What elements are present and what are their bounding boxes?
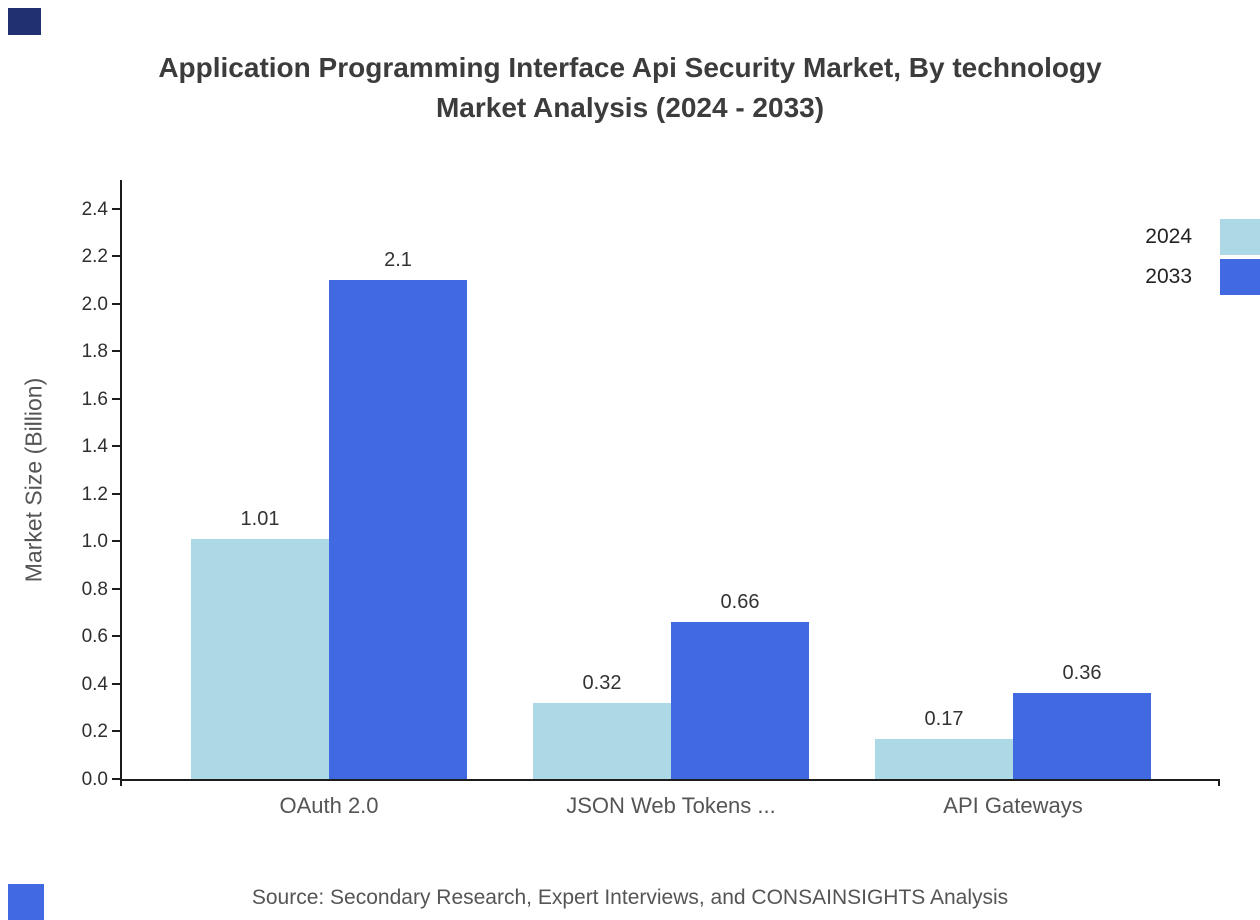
y-tick-mark <box>112 350 120 352</box>
y-tick-mark <box>112 730 120 732</box>
bar-2033: 2.1 <box>329 280 467 779</box>
bar-group: 1.012.1OAuth 2.0 <box>191 280 467 779</box>
y-tick-label: 1.6 <box>52 389 108 411</box>
chart-page: Application Programming Interface Api Se… <box>0 0 1260 920</box>
y-tick-label: 1.2 <box>52 484 108 506</box>
y-tick-mark <box>112 588 120 590</box>
y-tick-mark <box>112 635 120 637</box>
y-tick-mark <box>112 255 120 257</box>
y-tick-label: 1.0 <box>52 531 108 553</box>
legend-item-2024[interactable]: 2024 <box>1145 218 1260 256</box>
bar-value-label: 1.01 <box>241 508 280 531</box>
y-tick-label: 2.2 <box>52 246 108 268</box>
legend-swatch <box>1220 259 1260 295</box>
legend-label: 2024 <box>1145 225 1192 249</box>
y-axis-title: Market Size (Billion) <box>21 378 48 583</box>
x-category-label: API Gateways <box>943 793 1082 819</box>
x-category-label: JSON Web Tokens ... <box>566 793 776 819</box>
legend-item-2033[interactable]: 2033 <box>1145 258 1260 296</box>
y-tick-label: 0.2 <box>52 721 108 743</box>
chart-title-line-1: Application Programming Interface Api Se… <box>0 48 1260 88</box>
y-tick-label: 2.4 <box>52 199 108 221</box>
bar-2033: 0.66 <box>671 622 809 779</box>
y-tick-label: 1.4 <box>52 436 108 458</box>
bar-2033: 0.36 <box>1013 693 1151 779</box>
y-tick-label: 0.0 <box>52 769 108 791</box>
x-axis-tick-mark <box>120 779 122 786</box>
y-tick-mark <box>112 208 120 210</box>
bar-group: 0.170.36API Gateways <box>875 693 1151 779</box>
y-tick-mark <box>112 493 120 495</box>
y-tick-label: 0.4 <box>52 674 108 696</box>
bar-2024: 0.17 <box>875 739 1013 779</box>
bar-2024: 0.32 <box>533 703 671 779</box>
bar-value-label: 0.66 <box>721 591 760 614</box>
x-axis-tick-mark <box>1218 779 1220 786</box>
bar-value-label: 0.32 <box>583 672 622 695</box>
y-tick-label: 0.6 <box>52 626 108 648</box>
logo-mark-top <box>8 8 41 35</box>
legend-swatch <box>1220 219 1260 255</box>
y-tick-label: 0.8 <box>52 579 108 601</box>
y-tick-mark <box>112 778 120 780</box>
source-note: Source: Secondary Research, Expert Inter… <box>0 886 1260 910</box>
y-tick-mark <box>112 683 120 685</box>
bar-groups: 1.012.1OAuth 2.0 0.320.66JSON Web Tokens … <box>122 180 1220 779</box>
x-category-label: OAuth 2.0 <box>279 793 378 819</box>
y-tick-label: 1.8 <box>52 341 108 363</box>
legend-label: 2033 <box>1145 265 1192 289</box>
chart-title-line-2: Market Analysis (2024 - 2033) <box>0 88 1260 128</box>
legend: 2024 2033 <box>1145 218 1260 296</box>
bar-value-label: 2.1 <box>384 249 412 272</box>
y-tick-mark <box>112 540 120 542</box>
bar-group: 0.320.66JSON Web Tokens ... <box>533 622 809 779</box>
y-tick-mark <box>112 398 120 400</box>
y-tick-mark <box>112 445 120 447</box>
bar-value-label: 0.36 <box>1063 662 1102 685</box>
logo-mark-bottom <box>8 884 44 920</box>
y-tick-label: 2.0 <box>52 294 108 316</box>
bar-2024: 1.01 <box>191 539 329 779</box>
plot-area: 1.012.1OAuth 2.0 0.320.66JSON Web Tokens … <box>120 180 1220 781</box>
bar-value-label: 0.17 <box>925 708 964 731</box>
chart-title: Application Programming Interface Api Se… <box>0 48 1260 128</box>
y-tick-mark <box>112 303 120 305</box>
